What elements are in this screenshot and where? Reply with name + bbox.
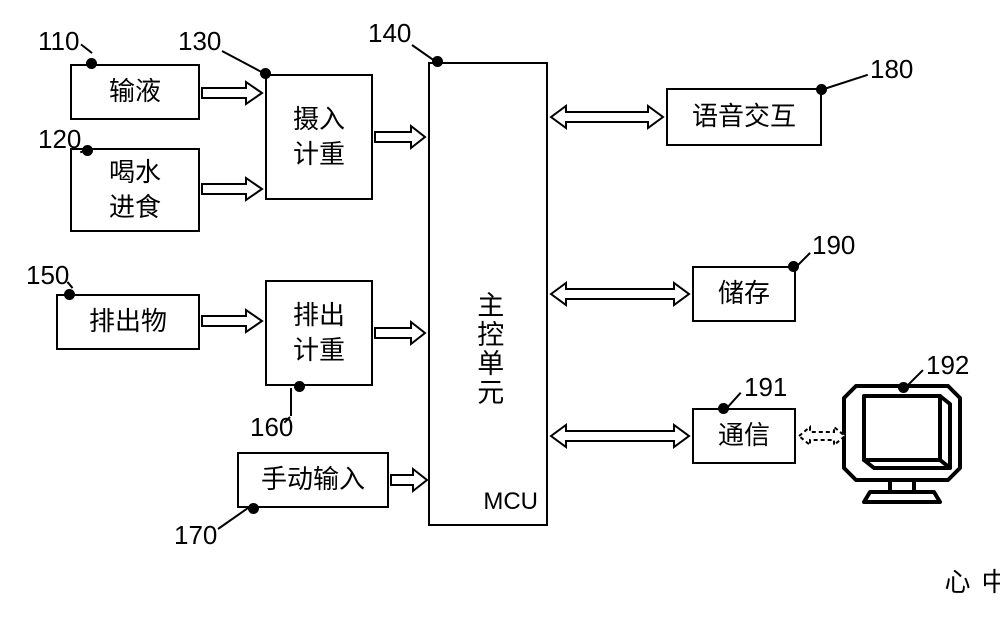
node-label: 语音交互 (692, 99, 796, 134)
ref-192: 192 (926, 350, 969, 381)
node-excretion: 排出物 (56, 294, 200, 350)
ref-leader (222, 50, 265, 74)
ref-130: 130 (178, 26, 221, 57)
ref-120: 120 (38, 124, 81, 155)
ref-leader (824, 74, 868, 90)
arrow-double (548, 423, 692, 449)
ref-leader (411, 44, 435, 62)
ref-140: 140 (368, 18, 411, 49)
ref-leader (80, 44, 92, 54)
node-voice: 语音交互 (666, 88, 822, 146)
node-storage: 储存 (692, 266, 796, 322)
ref-150: 150 (26, 260, 69, 291)
ref-160: 160 (250, 412, 293, 443)
diagram-canvas: 输液 喝水 进食 摄入 计重 排出物 排出 计重 手动输入 主控单元 MCU 语… (0, 0, 1000, 622)
arrow-right (200, 176, 265, 202)
ref-dot (294, 381, 305, 392)
node-mcu: 主控单元 MCU (428, 62, 548, 526)
arrow-right (373, 320, 428, 346)
arrow-right (200, 80, 265, 106)
node-label: 摄入 计重 (293, 102, 345, 172)
node-manual-input: 手动输入 (237, 452, 389, 508)
node-label: 手动输入 (261, 462, 365, 497)
monitor-label: 监控中心 (938, 568, 1000, 595)
ref-180: 180 (870, 54, 913, 85)
ref-leader (290, 388, 292, 416)
node-label: 通信 (718, 418, 770, 453)
node-label: 主控单元 (470, 291, 506, 407)
mcu-sublabel: MCU (483, 486, 538, 518)
ref-leader (795, 252, 811, 268)
ref-170: 170 (174, 520, 217, 551)
node-infusion: 输液 (70, 64, 200, 120)
ref-110: 110 (38, 26, 79, 57)
ref-dot (248, 503, 259, 514)
node-label: 排出 计重 (293, 298, 345, 368)
arrow-right (389, 467, 429, 493)
node-label: 排出物 (89, 304, 167, 339)
node-label: 喝水 进食 (109, 155, 161, 225)
arrow-double-dashed (796, 425, 848, 447)
arrow-double (548, 281, 692, 307)
node-label: 输液 (109, 74, 161, 109)
node-comm: 通信 (692, 408, 796, 464)
node-drink-eat: 喝水 进食 (70, 148, 200, 232)
arrow-double (548, 104, 666, 130)
ref-191: 191 (744, 372, 787, 403)
node-output-weigh: 排出 计重 (265, 280, 373, 386)
ref-dot (86, 58, 97, 69)
arrow-right (200, 308, 265, 334)
ref-190: 190 (812, 230, 855, 261)
arrow-right (373, 124, 428, 150)
ref-leader (217, 506, 249, 529)
node-label: 储存 (718, 276, 770, 311)
node-intake-weigh: 摄入 计重 (265, 74, 373, 200)
ref-dot (64, 289, 75, 300)
